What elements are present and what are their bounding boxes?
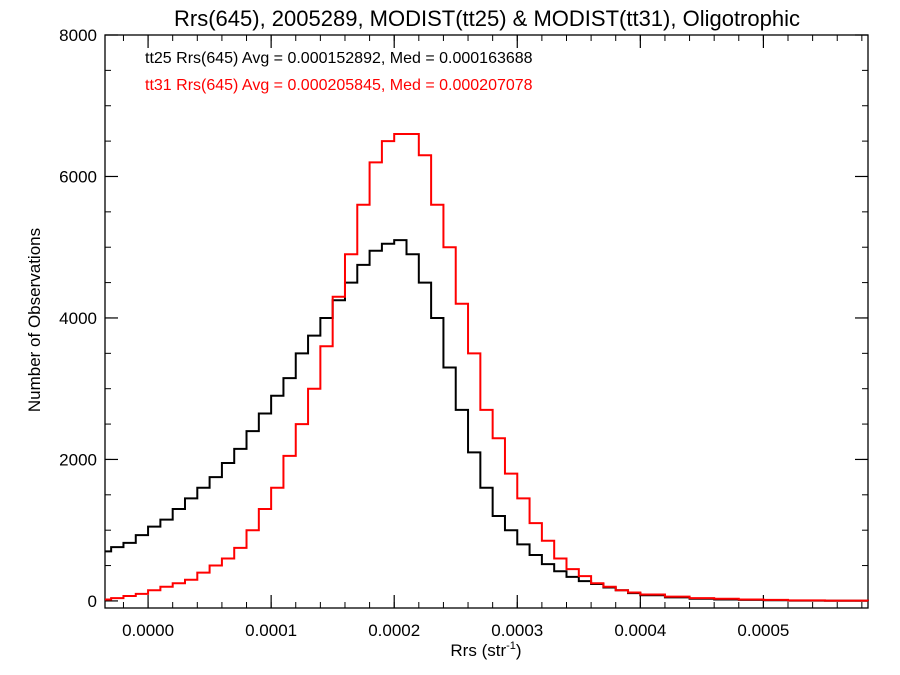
y-tick-label: 4000 (59, 309, 97, 328)
x-tick-label: 0.0005 (737, 621, 789, 640)
legend-label-tt31: tt31 Rrs(645) Avg = 0.000205845, Med = 0… (145, 77, 533, 94)
legend: tt25 Rrs(645) Avg = 0.000152892, Med = 0… (145, 50, 533, 94)
legend-label-tt25: tt25 Rrs(645) Avg = 0.000152892, Med = 0… (145, 50, 533, 67)
x-axis: 0.0000 0.0001 0.0002 0.0003 0.0004 0.0005 (122, 35, 863, 640)
x-tick-label: 0.0004 (614, 621, 666, 640)
x-axis-label-end: ) (516, 641, 522, 660)
x-tick-label: 0.0001 (245, 621, 297, 640)
x-axis-label-superscript: -1 (506, 640, 516, 652)
series-layer (105, 133, 869, 602)
y-tick-label: 8000 (59, 26, 97, 45)
y-tick-label: 0 (88, 592, 97, 611)
y-axis: 0 2000 4000 6000 8000 (59, 26, 868, 611)
series-line-tt31 (105, 133, 869, 602)
y-axis-label: Number of Observations (25, 228, 44, 412)
x-tick-label: 0.0003 (491, 621, 543, 640)
series-line-tt25 (105, 239, 869, 602)
chart-title: Rrs(645), 2005289, MODIST(tt25) & MODIST… (174, 6, 800, 31)
plot-border (104, 34, 869, 609)
y-tick-label: 2000 (59, 450, 97, 469)
x-tick-label: 0.0000 (122, 621, 174, 640)
y-tick-label: 6000 (59, 167, 97, 186)
x-tick-label: 0.0002 (368, 621, 420, 640)
plot-area (104, 34, 869, 609)
x-axis-label: Rrs (str-1) (450, 640, 521, 660)
